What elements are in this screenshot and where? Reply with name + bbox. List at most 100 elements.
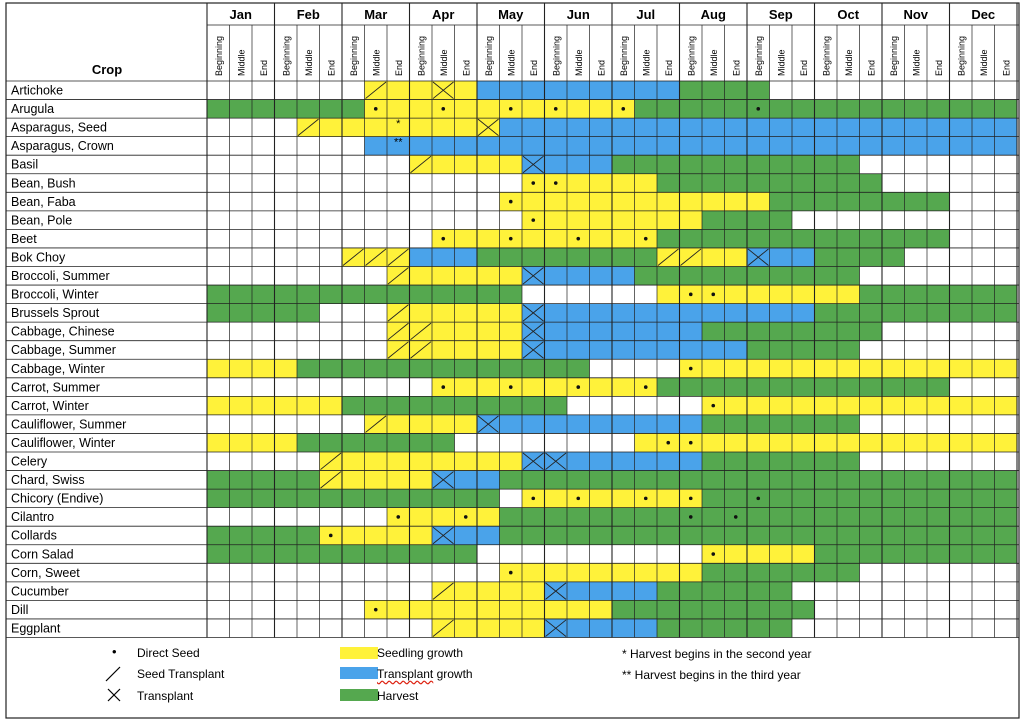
schedule-cell	[792, 600, 815, 619]
schedule-cell	[612, 303, 635, 323]
schedule-cell	[904, 377, 927, 397]
schedule-cell	[747, 414, 770, 434]
schedule-cell	[229, 452, 252, 471]
schedule-cell	[904, 266, 927, 286]
schedule-cell	[544, 210, 567, 230]
schedule-cell	[859, 396, 882, 415]
schedule-cell	[702, 192, 725, 211]
subperiod-header: Middle	[709, 49, 719, 76]
schedule-cell	[342, 210, 365, 230]
schedule-cell	[567, 433, 590, 452]
schedule-cell	[454, 377, 477, 397]
direct-seed-mark	[531, 218, 536, 222]
schedule-cell	[814, 155, 837, 174]
schedule-cell	[274, 414, 297, 434]
schedule-cell	[859, 322, 882, 341]
schedule-cell	[882, 470, 905, 490]
schedule-cell	[859, 229, 882, 248]
schedule-cell	[274, 470, 297, 490]
schedule-cell	[499, 433, 522, 452]
harvest-swatch	[340, 689, 378, 701]
schedule-cell	[432, 414, 455, 434]
schedule-cell	[297, 452, 320, 471]
schedule-cell	[679, 340, 702, 360]
schedule-cell	[634, 359, 657, 378]
schedule-cell	[499, 544, 522, 564]
schedule-cell	[814, 266, 837, 286]
schedule-cell	[724, 581, 747, 601]
schedule-cell	[544, 229, 567, 248]
schedule-cell	[927, 247, 950, 267]
schedule-cell	[477, 229, 500, 248]
schedule-cell	[702, 507, 725, 527]
schedule-cell	[612, 118, 635, 137]
schedule-cell	[679, 563, 702, 582]
schedule-cell	[814, 377, 837, 397]
schedule-cell	[657, 192, 680, 211]
schedule-cell	[972, 229, 995, 248]
schedule-cell	[994, 396, 1017, 415]
schedule-cell	[612, 285, 635, 304]
schedule-cell	[207, 470, 230, 490]
schedule-cell	[589, 322, 612, 341]
schedule-cell	[252, 229, 275, 248]
schedule-cell	[432, 322, 455, 341]
legend-transplant: Transplant	[137, 689, 194, 703]
schedule-cell	[904, 340, 927, 360]
schedule-cell	[229, 192, 252, 211]
legend-harvest: Harvest	[377, 689, 419, 703]
direct-seed-mark	[396, 515, 401, 519]
schedule-cell	[207, 285, 230, 304]
month-header-sep: Sep	[769, 7, 793, 22]
schedule-cell	[319, 173, 342, 193]
schedule-cell	[477, 618, 500, 638]
schedule-cell	[859, 526, 882, 545]
crop-name: Carrot, Winter	[11, 399, 89, 413]
subperiod-header: Beginning	[821, 36, 831, 76]
schedule-cell	[994, 192, 1017, 211]
schedule-cell	[544, 600, 567, 619]
schedule-cell	[297, 192, 320, 211]
seed-transplant-mark	[387, 341, 409, 359]
schedule-cell	[769, 377, 792, 397]
schedule-cell	[274, 396, 297, 415]
schedule-cell	[702, 247, 725, 267]
schedule-cell	[837, 377, 860, 397]
schedule-cell	[702, 452, 725, 471]
schedule-cell	[319, 581, 342, 601]
schedule-cell	[747, 452, 770, 471]
schedule-cell	[274, 452, 297, 471]
schedule-cell	[432, 340, 455, 360]
schedule-cell	[274, 563, 297, 582]
schedule-cell	[949, 507, 972, 527]
schedule-cell	[814, 600, 837, 619]
legend-seedling-growth: Seedling growth	[377, 646, 464, 660]
schedule-cell	[994, 81, 1017, 100]
crop-row: Bean, Faba	[11, 192, 1017, 211]
schedule-cell	[657, 81, 680, 100]
schedule-cell	[477, 136, 500, 156]
schedule-cell	[837, 433, 860, 452]
schedule-cell	[724, 563, 747, 582]
schedule-cell	[319, 489, 342, 508]
schedule-cell	[229, 136, 252, 156]
schedule-cell	[769, 81, 792, 100]
schedule-cell	[657, 618, 680, 638]
direct-seed-mark	[441, 236, 446, 241]
schedule-cell	[409, 377, 432, 397]
schedule-cell	[859, 414, 882, 434]
schedule-cell	[432, 303, 455, 323]
schedule-cell	[792, 544, 815, 564]
schedule-cell	[229, 303, 252, 323]
schedule-cell	[859, 433, 882, 452]
crop-name: Bean, Bush	[11, 176, 76, 190]
schedule-cell	[859, 81, 882, 100]
schedule-cell	[207, 229, 230, 248]
crop-name: Bean, Faba	[11, 195, 76, 209]
schedule-cell	[679, 470, 702, 490]
seed-transplant-mark	[365, 415, 387, 433]
schedule-cell	[229, 489, 252, 508]
schedule-cell	[679, 192, 702, 211]
schedule-cell	[544, 247, 567, 267]
schedule-cell	[814, 118, 837, 137]
